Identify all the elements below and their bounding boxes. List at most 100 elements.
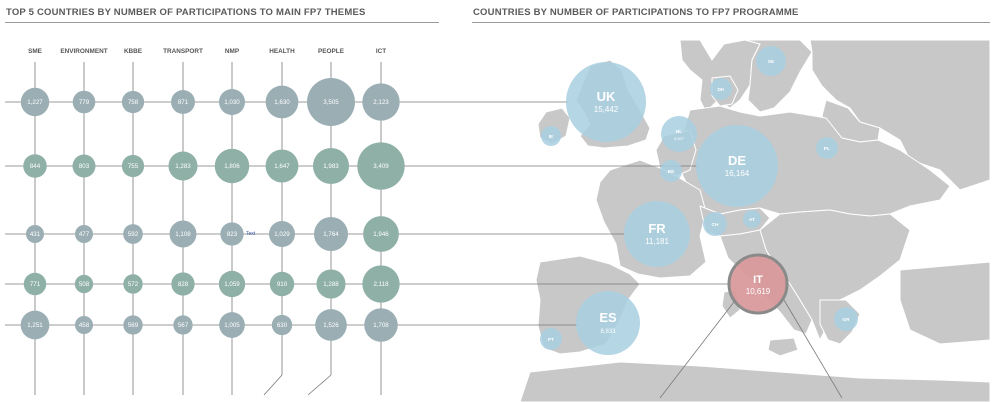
bubble-es-nmp — [219, 312, 245, 338]
column-header-transport: TRANSPORT — [163, 48, 203, 55]
left-title-rule — [5, 22, 439, 23]
map-bubble-de — [696, 125, 778, 207]
bubble-uk-people — [307, 78, 355, 126]
bubble-es-people — [315, 309, 347, 341]
map-code-uk: UK — [597, 89, 616, 104]
bubble-de-nmp — [214, 148, 250, 184]
map-code-it: IT — [753, 274, 763, 286]
map-bubble-ch — [703, 212, 727, 236]
column-header-health: HEALTH — [269, 48, 295, 55]
map-bubble-se — [756, 46, 786, 76]
bubble-uk-ict — [362, 83, 400, 121]
map-code-ch: CH — [712, 222, 719, 228]
bubble-de-ict — [357, 142, 405, 190]
bubble-label-es-sme: 1,251 — [27, 322, 43, 329]
map-north-africa — [519, 361, 991, 402]
bubble-label-fr-kbbe: 592 — [128, 231, 139, 238]
map-value-es: 8,833 — [600, 329, 616, 335]
bubble-label-de-ict: 3,409 — [373, 163, 389, 170]
bubble-label-uk-environment: 779 — [79, 99, 90, 106]
map-bubble-nl — [661, 116, 697, 152]
bubble-es-environment — [75, 316, 93, 334]
bubble-it-transport — [171, 272, 195, 296]
bubble-it-sme — [23, 272, 47, 296]
bubble-label-it-nmp: 1,059 — [224, 281, 240, 288]
bubble-fr-kbbe — [123, 224, 143, 244]
map-bubble-uk — [566, 62, 646, 142]
map-bubble-gr — [834, 307, 858, 331]
map-code-be: BE — [668, 169, 675, 175]
map-bubble-dk — [710, 78, 732, 100]
bubble-it-people — [316, 269, 346, 299]
bubble-label-it-environment: 508 — [79, 281, 90, 288]
bubble-uk-health — [265, 85, 299, 119]
bubble-it-environment — [74, 274, 94, 294]
bubble-label-fr-sme: 431 — [30, 231, 41, 238]
bubble-label-de-nmp: 1,806 — [224, 163, 240, 170]
bubble-label-fr-nmp: 823 — [227, 231, 238, 238]
column-header-people: PEOPLE — [318, 48, 345, 55]
bubble-es-health — [271, 314, 293, 336]
bubble-de-people — [312, 147, 350, 185]
annotation-text: Text — [246, 231, 256, 237]
bubble-de-health — [265, 149, 299, 183]
bubble-label-it-transport: 828 — [178, 281, 189, 288]
bubble-label-uk-nmp: 1,030 — [224, 99, 240, 106]
bubble-label-it-kbbe: 572 — [128, 281, 139, 288]
map-value-de: 16,164 — [725, 169, 750, 178]
bubble-label-fr-transport: 1,108 — [175, 231, 191, 238]
map-scandinavia — [679, 39, 761, 113]
map-code-pt: PT — [548, 337, 554, 343]
column-header-sme: SME — [28, 48, 43, 55]
bubble-matrix: SME ENVIRONMENT KBBE TRANSPORT NMP HEALTH PEOP… — [5, 48, 410, 396]
map-bubble-pl — [816, 137, 838, 159]
right-title-rule — [472, 22, 990, 23]
map-sicily — [767, 337, 799, 357]
map-value-it: 10,619 — [746, 287, 771, 296]
map-turkey — [899, 261, 991, 345]
bubble-label-de-health: 1,647 — [274, 163, 290, 170]
health-tail-line — [263, 374, 283, 396]
bubble-label-es-health: 630 — [277, 322, 288, 329]
map-code-gr: GR — [842, 317, 850, 323]
guide-lines — [410, 101, 843, 399]
bubble-it-ict — [362, 265, 400, 303]
bubble-label-de-people: 1,983 — [323, 163, 339, 170]
map-bubble-ie — [541, 126, 561, 146]
bubble-label-uk-kbbe: 758 — [128, 99, 139, 106]
bubble-label-it-people: 1,288 — [323, 281, 339, 288]
map-bubble-it — [727, 253, 789, 315]
italy-zoom-line-left — [659, 297, 738, 399]
bubble-fr-ict — [363, 216, 399, 252]
map-value-uk: 15,442 — [594, 105, 619, 114]
bubble-de-environment — [72, 154, 96, 178]
bubble-label-es-environment: 458 — [79, 322, 90, 329]
bubble-uk-transport — [171, 90, 195, 114]
map-value-fr: 11,181 — [645, 237, 669, 246]
map-code-at: AT — [749, 217, 755, 223]
bubble-uk-nmp — [218, 88, 246, 116]
bubble-label-fr-ict: 1,946 — [373, 231, 389, 238]
map-bubble-at — [743, 210, 761, 228]
bubble-uk-sme — [20, 87, 50, 117]
map-bubble-be — [660, 160, 682, 182]
bubble-fr-nmp — [220, 222, 244, 246]
map-code-dk: DK — [718, 87, 725, 93]
bubble-label-it-ict: 2,118 — [373, 281, 389, 288]
bubble-label-es-nmp: 1,005 — [224, 322, 240, 329]
map-code-pl: PL — [824, 146, 830, 152]
map-code-ie: IE — [549, 134, 554, 140]
bubble-fr-transport — [169, 220, 197, 248]
map-bubble-pt — [540, 328, 562, 350]
bubble-label-de-kbbe: 755 — [128, 163, 139, 170]
bubble-label-fr-health: 1,029 — [274, 231, 290, 238]
bubble-label-uk-health: 1,630 — [274, 99, 290, 106]
bubble-label-it-sme: 771 — [30, 281, 41, 288]
bubble-de-transport — [168, 151, 198, 181]
bubble-label-fr-people: 1,764 — [323, 231, 339, 238]
bubble-fr-people — [313, 216, 349, 252]
bubble-label-fr-environment: 477 — [79, 231, 90, 238]
